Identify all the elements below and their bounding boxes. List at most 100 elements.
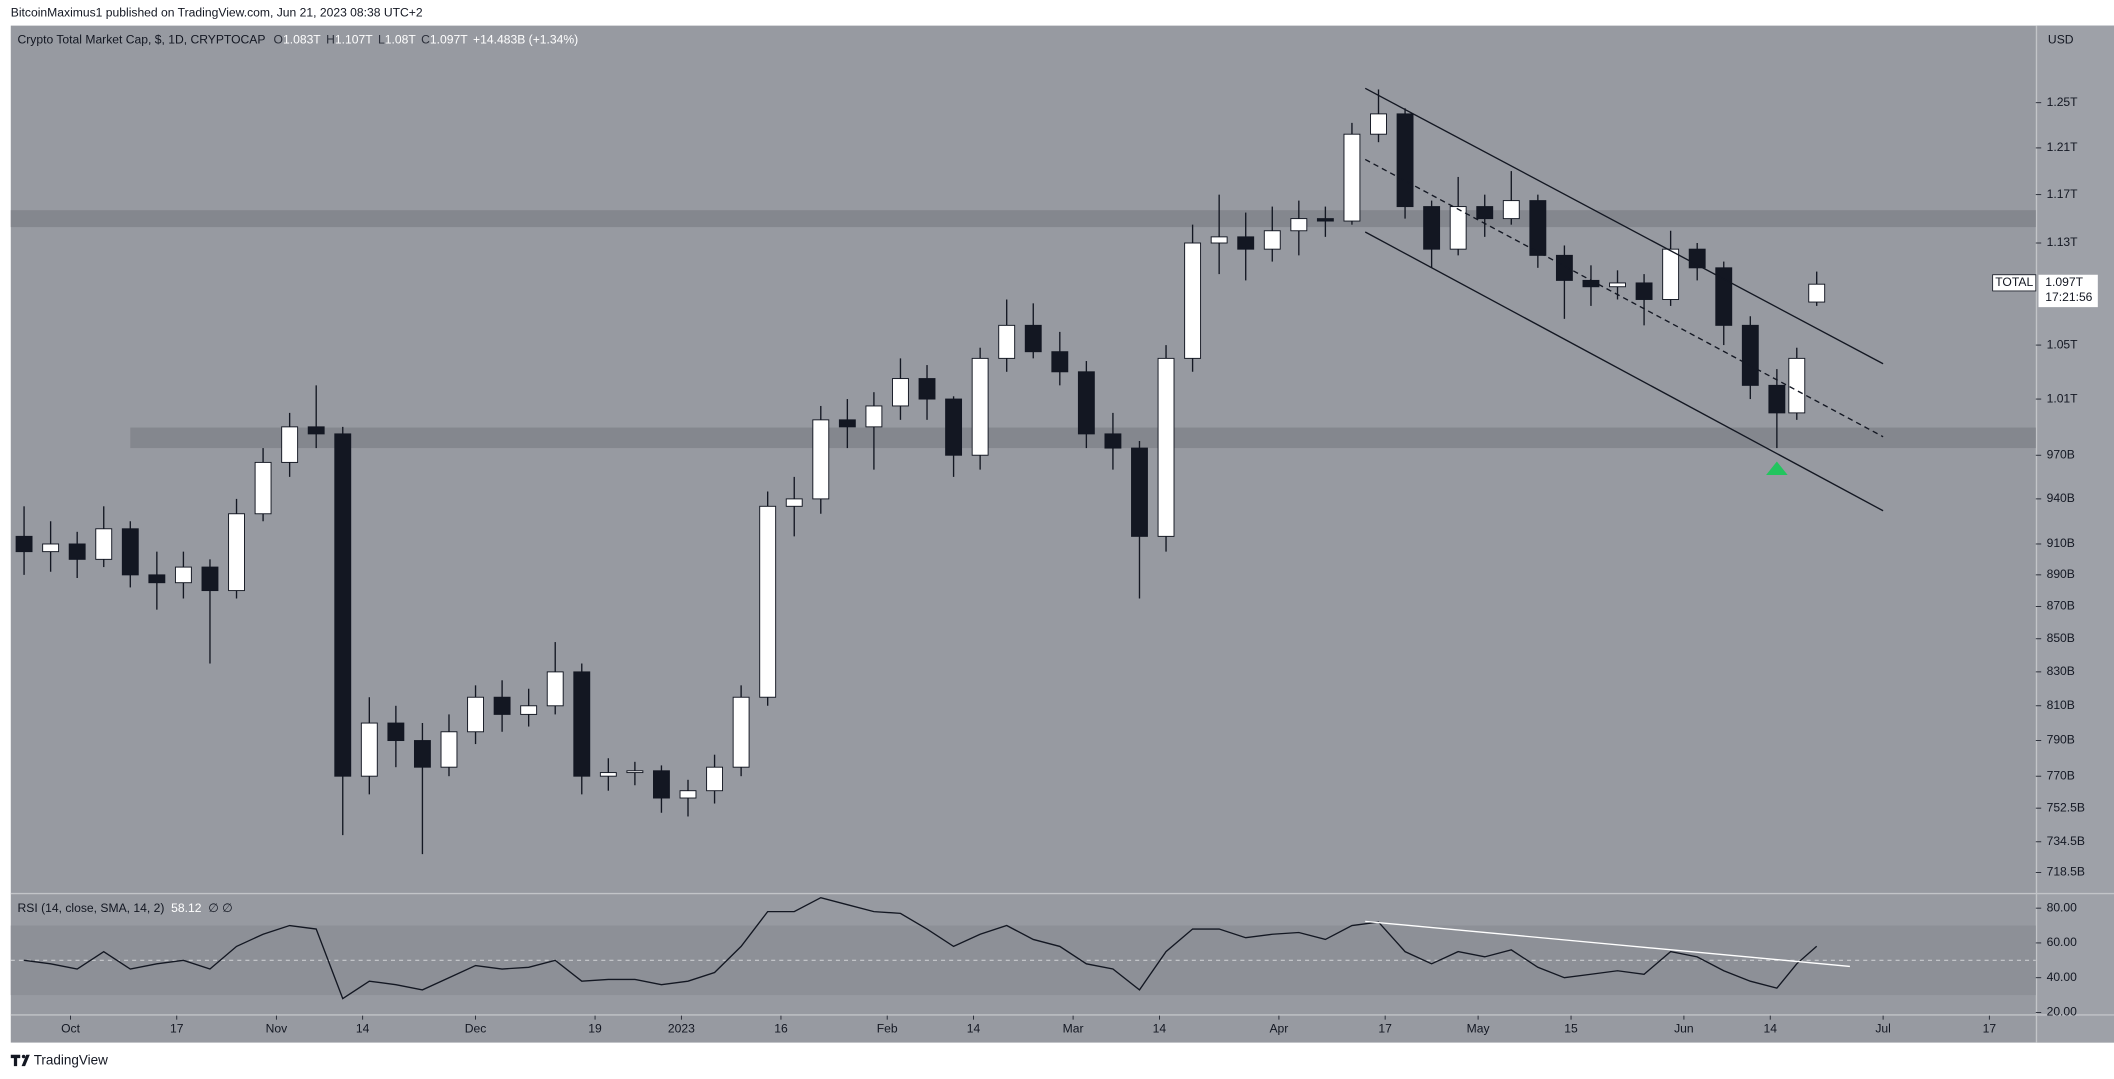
y-tick-label: 970B: [2047, 447, 2075, 461]
y-tick-label: 890B: [2047, 567, 2075, 581]
x-tick-label: 14: [1153, 1021, 1167, 1035]
y-tick-label: 770B: [2047, 768, 2075, 782]
price-tag-name-box: [1992, 274, 2037, 292]
candle-body: [998, 324, 1016, 359]
candle-body: [1555, 254, 1573, 281]
rsi-line: [23, 896, 1818, 1000]
candle-body: [599, 772, 617, 777]
price-tag-box: [2038, 274, 2098, 308]
candle-body: [971, 357, 989, 456]
candle-body: [918, 378, 936, 400]
y-tick-label: 718.5B: [2047, 865, 2085, 879]
candle-body: [1343, 133, 1361, 222]
logo-mark: [10, 1054, 30, 1067]
candle-body: [653, 770, 670, 799]
chart-area: [10, 25, 2114, 1043]
candle-body: [1529, 200, 1547, 256]
y-tick-label: 1.13T: [2047, 235, 2079, 249]
y-tick-label: 830B: [2047, 664, 2075, 678]
signal-marker: [1766, 461, 1788, 476]
footer-logo: TradingView: [10, 1052, 108, 1067]
candle-body: [1131, 447, 1148, 537]
channel-line: [1364, 158, 1884, 438]
legend-value: 1.08T: [385, 33, 417, 47]
candle-body: [1449, 206, 1467, 250]
candle-body: [1502, 200, 1520, 220]
legend: Crypto Total Market Cap, $, 1D, CRYPTOCA…: [18, 33, 579, 47]
price-tag-value: 1.097T: [2045, 275, 2083, 289]
candle-body: [1741, 324, 1759, 386]
candle-body: [546, 671, 564, 707]
y-tick-label: 870B: [2047, 599, 2075, 613]
candle-body: [1024, 324, 1042, 353]
candle-body: [281, 426, 299, 463]
candle-body: [1104, 433, 1122, 449]
price-tag-countdown: 17:21:56: [2045, 290, 2092, 304]
candle-body: [1316, 218, 1334, 222]
x-tick-label: 14: [1763, 1021, 1777, 1035]
x-tick-label: 17: [170, 1021, 184, 1035]
zone: [130, 427, 2036, 449]
channel-line: [1364, 231, 1884, 512]
rsi-extra: ∅ ∅: [208, 901, 232, 915]
x-tick-label: Dec: [465, 1021, 487, 1035]
x-tick-label: 2023: [668, 1021, 695, 1035]
price-tag-name: TOTAL: [1995, 275, 2033, 289]
y-tick-label: 940B: [2047, 491, 2075, 505]
rsi-value: 58.12: [171, 901, 202, 915]
y-tick-label: 850B: [2047, 631, 2075, 645]
y-tick-label: 910B: [2047, 536, 2075, 550]
y-tick-label: 1.17T: [2047, 187, 2079, 201]
y-tick-label: 60.00: [2047, 935, 2078, 949]
legend-value: 1.097T: [430, 33, 468, 47]
candle-body: [1077, 371, 1095, 435]
candle-body: [1768, 384, 1786, 414]
candle-body: [15, 535, 33, 553]
candle-body: [520, 705, 538, 715]
x-tick-label: May: [1467, 1021, 1491, 1035]
candle-body: [1423, 206, 1441, 250]
candle-body: [1609, 282, 1626, 288]
candle-body: [42, 543, 60, 553]
candle-body: [945, 398, 963, 456]
x-tick-label: 14: [356, 1021, 370, 1035]
y-tick-label: 80.00: [2047, 900, 2078, 914]
y-tick-label: 1.25T: [2047, 95, 2079, 109]
candle-body: [892, 378, 909, 407]
legend-key: H: [326, 33, 335, 47]
legend-value: 1.107T: [335, 33, 373, 47]
candle-body: [626, 770, 644, 774]
candle-body: [1370, 113, 1387, 135]
candle-body: [706, 766, 724, 792]
candle-body: [1263, 230, 1281, 250]
candle-body: [148, 574, 166, 584]
candle-body: [679, 790, 697, 799]
candle-body: [785, 498, 803, 507]
y-tick-label: 790B: [2047, 733, 2075, 747]
y-tick-label: 752.5B: [2047, 800, 2085, 814]
y-tick-label: 40.00: [2047, 970, 2078, 984]
candle-body: [573, 671, 591, 777]
candle-body: [95, 528, 113, 560]
x-tick-label: Apr: [1269, 1021, 1288, 1035]
x-tick-label: 17: [1983, 1021, 1997, 1035]
candle-body: [467, 696, 484, 733]
legend-key: O: [274, 33, 283, 47]
rsi-trendline: [1365, 920, 1850, 968]
candle-body: [387, 722, 405, 742]
price-axis-area: [2035, 25, 2114, 1043]
candle-body: [732, 696, 750, 768]
x-tick-label: 14: [967, 1021, 981, 1035]
x-tick-label: 15: [1564, 1021, 1578, 1035]
rsi-title: RSI (14, close, SMA, 14, 2): [18, 901, 165, 915]
candle-body: [759, 505, 777, 698]
candle-body: [865, 405, 883, 428]
x-tick-label: Mar: [1063, 1021, 1084, 1035]
overlay: 1.25T 1.21T 1.17T 1.13T 1.05T 1.01T 970B 940B 91…: [10, 33, 2098, 1035]
candle-body: [1582, 279, 1600, 288]
candle-body: [1051, 351, 1069, 373]
y-tick-label: 810B: [2047, 698, 2075, 712]
candle-body: [254, 461, 272, 515]
publisher: BitcoinMaximus1 published on TradingView…: [11, 6, 423, 20]
